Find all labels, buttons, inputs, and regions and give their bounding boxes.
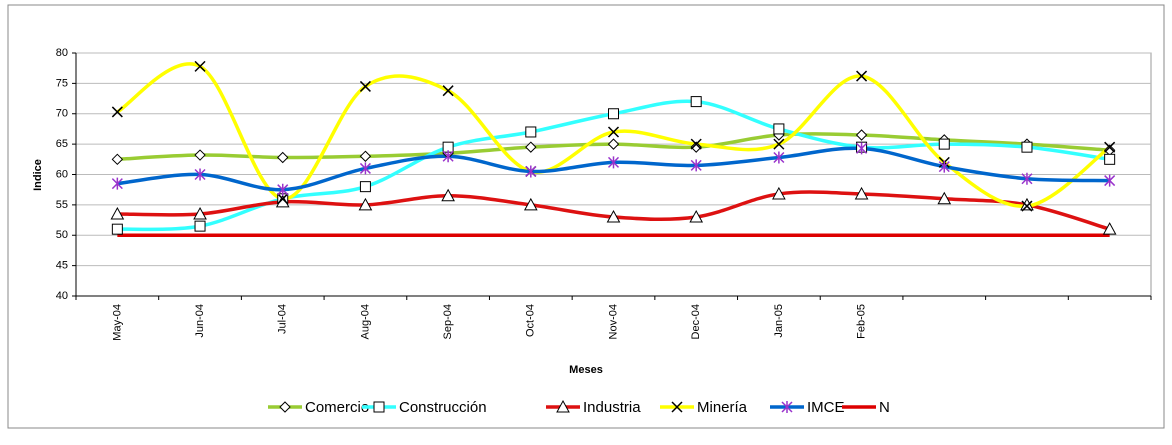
marker <box>671 401 683 413</box>
marker <box>373 401 385 413</box>
x-tick-label: Oct-04 <box>525 304 537 337</box>
y-tick-label: 50 <box>56 229 68 241</box>
marker <box>359 181 371 193</box>
legend-label: Construcción <box>399 399 487 416</box>
x-tick-label: Jan-05 <box>773 304 785 338</box>
marker <box>556 399 570 413</box>
legend-label: IMCE <box>807 399 845 416</box>
marker <box>1021 141 1033 153</box>
marker <box>111 177 123 190</box>
x-tick-label: Feb-05 <box>855 304 867 339</box>
marker <box>607 138 620 150</box>
y-tick-label: 45 <box>56 260 68 272</box>
y-tick-label: 70 <box>56 108 68 120</box>
marker <box>772 186 786 200</box>
marker <box>359 80 371 92</box>
legend: Comercio Construcción Industria Minería IMCE… <box>268 399 890 416</box>
marker <box>689 209 704 223</box>
marker <box>111 153 124 166</box>
marker <box>608 108 619 120</box>
marker <box>194 149 206 161</box>
marker <box>856 142 868 155</box>
marker <box>781 401 793 413</box>
x-tick-label: Dec-04 <box>690 304 702 339</box>
marker <box>606 209 621 223</box>
legend-label: Industria <box>583 399 641 416</box>
x-tick-label: Nov-04 <box>607 304 619 339</box>
marker <box>1020 197 1034 211</box>
marker <box>1104 153 1116 165</box>
marker <box>525 141 537 153</box>
marker <box>193 206 207 220</box>
marker <box>690 159 702 172</box>
legend-label: N <box>879 399 890 416</box>
marker <box>111 223 123 235</box>
marker <box>856 70 868 82</box>
marker <box>690 138 702 150</box>
marker <box>1021 172 1033 185</box>
marker <box>110 206 125 220</box>
x-tick-label: Jun-04 <box>194 304 206 338</box>
marker <box>441 188 455 202</box>
marker <box>277 193 289 205</box>
marker <box>359 162 371 175</box>
marker <box>607 126 620 138</box>
marker <box>194 220 206 232</box>
marker <box>279 401 291 413</box>
x-tick-label: Sep-04 <box>442 304 454 339</box>
x-axis-title: Meses <box>569 364 603 376</box>
marker <box>773 138 785 150</box>
x-tick-label: May-04 <box>111 304 123 341</box>
marker <box>525 126 537 138</box>
marker <box>690 141 702 153</box>
marker <box>854 186 869 200</box>
marker <box>194 168 206 181</box>
marker <box>111 106 123 118</box>
marker <box>1021 200 1033 212</box>
y-tick-label: 75 <box>56 77 68 89</box>
y-tick-label: 65 <box>56 138 68 150</box>
marker <box>938 160 950 173</box>
x-tick-label: Aug-04 <box>359 304 371 339</box>
marker <box>1104 141 1116 153</box>
marker <box>194 60 206 72</box>
marker <box>277 151 289 164</box>
marker <box>855 129 868 141</box>
marker <box>773 151 785 164</box>
legend-label: Minería <box>697 399 748 416</box>
legend-label: Comercio <box>305 399 369 416</box>
marker <box>1104 174 1116 187</box>
marker <box>1102 222 1117 235</box>
marker <box>938 138 950 150</box>
marker <box>358 197 373 211</box>
marker <box>523 197 538 211</box>
y-tick-label: 55 <box>56 199 68 211</box>
y-tick-label: 60 <box>56 168 68 180</box>
y-tick-label: 80 <box>56 47 68 59</box>
marker <box>690 96 702 108</box>
marker <box>937 191 952 205</box>
x-tick-label: Jul-04 <box>277 304 289 334</box>
marker <box>773 123 785 135</box>
y-tick-label: 40 <box>56 290 68 302</box>
y-axis-title: Indice <box>32 159 44 191</box>
marker <box>359 150 372 162</box>
marker <box>525 165 537 178</box>
marker <box>607 156 620 169</box>
marker <box>442 85 454 97</box>
marker <box>277 183 289 196</box>
marker <box>442 150 454 163</box>
